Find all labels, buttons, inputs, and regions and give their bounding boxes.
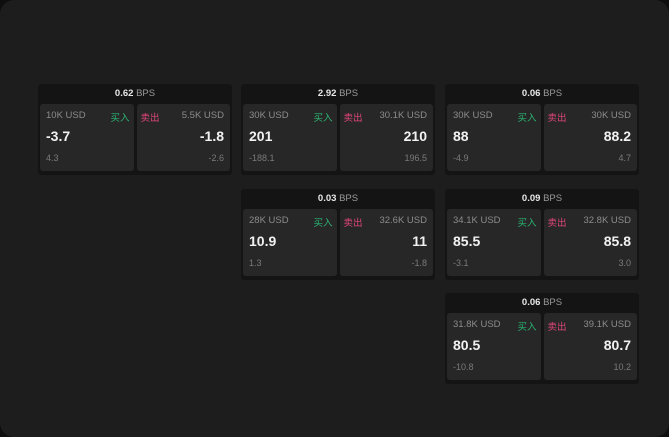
spread-unit: BPS	[339, 88, 359, 99]
spread-unit: BPS	[543, 88, 563, 99]
sell-cell[interactable]: 30K USD 卖出 88.2 4.7	[543, 104, 637, 171]
buy-label: 买入	[517, 322, 537, 333]
sell-cell[interactable]: 30.1K USD 卖出 210 196.5	[339, 104, 433, 171]
quote-panel: 0.03 BPS 28K USD 买入 10.9 1.3 32.6K USD 卖…	[241, 189, 435, 280]
sell-change: 3.0	[618, 258, 631, 268]
spread-value: 2.92	[317, 88, 337, 99]
buy-price: 85.5	[453, 233, 481, 249]
sell-change: 4.7	[618, 153, 631, 163]
buy-cell[interactable]: 10K USD 买入 -3.7 4.3	[40, 104, 134, 171]
buy-label: 买入	[110, 113, 130, 124]
sell-price: 88.2	[603, 128, 631, 144]
sell-cell[interactable]: 5.5K USD 卖出 -1.8 -2.6	[136, 104, 230, 171]
buy-price: 80.5	[453, 337, 481, 353]
spread-unit: BPS	[543, 297, 563, 308]
spread-unit: BPS	[136, 88, 156, 99]
quote-panel: 0.62 BPS 10K USD 买入 -3.7 4.3 5.5K USD 卖出…	[38, 84, 232, 175]
buy-label: 买入	[517, 113, 537, 124]
spread-value: 0.62	[114, 88, 134, 99]
buy-quantity: 30K USD	[453, 110, 493, 121]
buy-change: -4.9	[453, 153, 469, 163]
buy-price: 10.9	[249, 233, 277, 249]
spread-unit: BPS	[543, 193, 563, 204]
sell-change: -2.6	[208, 153, 224, 163]
sell-label: 卖出	[343, 218, 363, 229]
sell-price: 80.7	[603, 337, 631, 353]
quote-panel: 0.09 BPS 34.1K USD 买入 85.5 -3.1 32.8K US…	[445, 189, 639, 280]
sell-label: 卖出	[547, 218, 567, 229]
buy-quantity: 28K USD	[249, 215, 289, 226]
sell-label: 卖出	[343, 113, 363, 124]
spread-unit: BPS	[339, 193, 359, 204]
buy-change: 1.3	[249, 258, 262, 268]
spread-value: 0.06	[521, 297, 541, 308]
sell-quantity: 39.1K USD	[583, 319, 631, 330]
sell-quantity: 32.6K USD	[379, 215, 427, 226]
sell-price: 210	[403, 128, 427, 144]
quote-panel: 0.06 BPS 30K USD 买入 88 -4.9 30K USD 卖出 8…	[445, 84, 639, 175]
sell-label: 卖出	[140, 113, 160, 124]
buy-change: -188.1	[249, 153, 275, 163]
spread-header: 2.92 BPS	[241, 84, 435, 104]
sell-label: 卖出	[547, 113, 567, 124]
buy-quantity: 31.8K USD	[453, 319, 501, 330]
buy-change: -10.8	[453, 362, 474, 372]
sell-cell[interactable]: 32.8K USD 卖出 85.8 3.0	[543, 209, 637, 276]
spread-header: 0.06 BPS	[445, 293, 639, 313]
sell-price: 85.8	[603, 233, 631, 249]
sell-quantity: 32.8K USD	[583, 215, 631, 226]
buy-cell[interactable]: 31.8K USD 买入 80.5 -10.8	[447, 313, 541, 380]
sell-label: 卖出	[547, 322, 567, 333]
buy-label: 买入	[313, 113, 333, 124]
buy-price: 201	[249, 128, 273, 144]
sell-change: 10.2	[613, 362, 631, 372]
buy-quantity: 30K USD	[249, 110, 289, 121]
spread-header: 0.03 BPS	[241, 189, 435, 209]
spread-value: 0.06	[521, 88, 541, 99]
sell-price: 11	[412, 233, 427, 249]
buy-change: -3.1	[453, 258, 469, 268]
sell-cell[interactable]: 32.6K USD 卖出 11 -1.8	[339, 209, 433, 276]
buy-price: 88	[453, 128, 469, 144]
spread-value: 0.09	[521, 193, 541, 204]
spread-header: 0.09 BPS	[445, 189, 639, 209]
sell-change: -1.8	[411, 258, 427, 268]
spread-header: 0.62 BPS	[38, 84, 232, 104]
buy-quantity: 34.1K USD	[453, 215, 501, 226]
spread-value: 0.03	[317, 193, 337, 204]
buy-label: 买入	[517, 218, 537, 229]
buy-cell[interactable]: 34.1K USD 买入 85.5 -3.1	[447, 209, 541, 276]
buy-cell[interactable]: 30K USD 买入 88 -4.9	[447, 104, 541, 171]
sell-cell[interactable]: 39.1K USD 卖出 80.7 10.2	[543, 313, 637, 380]
buy-change: 4.3	[46, 153, 59, 163]
buy-quantity: 10K USD	[46, 110, 86, 121]
sell-quantity: 5.5K USD	[181, 110, 224, 121]
sell-price: -1.8	[199, 128, 224, 144]
buy-price: -3.7	[46, 128, 71, 144]
buy-cell[interactable]: 30K USD 买入 201 -188.1	[243, 104, 337, 171]
quote-panel: 2.92 BPS 30K USD 买入 201 -188.1 30.1K USD…	[241, 84, 435, 175]
buy-cell[interactable]: 28K USD 买入 10.9 1.3	[243, 209, 337, 276]
sell-quantity: 30K USD	[591, 110, 631, 121]
buy-label: 买入	[313, 218, 333, 229]
quote-panel: 0.06 BPS 31.8K USD 买入 80.5 -10.8 39.1K U…	[445, 293, 639, 384]
sell-quantity: 30.1K USD	[379, 110, 427, 121]
spread-header: 0.06 BPS	[445, 84, 639, 104]
sell-change: 196.5	[404, 153, 427, 163]
